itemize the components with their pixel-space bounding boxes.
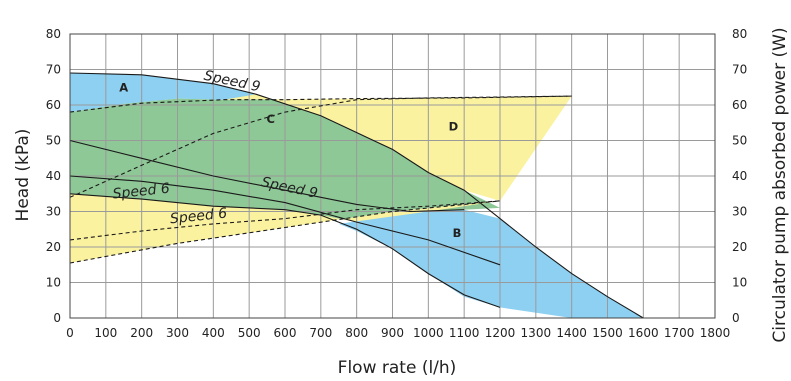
y2-tick-label: 10 [732,276,747,290]
y-tick-label: 0 [53,311,61,325]
x-tick-label: 1700 [664,326,695,340]
x-tick-label: 1800 [700,326,731,340]
x-tick-label: 100 [94,326,117,340]
x-tick-label: 1400 [556,326,587,340]
y2-tick-label: 80 [732,27,747,41]
region-label-c: C [266,112,274,126]
y-axis-title: Head (kPa) [13,129,33,222]
x-tick-label: 0 [66,326,74,340]
x-tick-label: 1000 [413,326,444,340]
region-label-d: D [449,119,459,133]
region-label-b: B [453,226,462,240]
y-tick-label: 40 [46,169,61,183]
y2-tick-label: 20 [732,240,747,254]
x-tick-label: 200 [130,326,153,340]
y-tick-label: 60 [46,98,61,112]
y2-axis-ticks: 0 10 20 30 40 50 60 70 80 [732,27,747,325]
x-tick-label: 1200 [485,326,516,340]
chart-grid [70,34,715,318]
y-tick-label: 70 [46,63,61,77]
y-tick-label: 30 [46,205,61,219]
y-tick-label: 50 [46,134,61,148]
y-tick-label: 20 [46,240,61,254]
y2-axis-title: Circulator pump absorbed power (W) [770,27,790,342]
x-tick-label: 300 [166,326,189,340]
x-tick-label: 800 [345,326,368,340]
x-tick-label: 900 [381,326,404,340]
y2-tick-label: 0 [732,311,740,325]
region-label-a: A [119,80,128,94]
x-tick-label: 1600 [628,326,659,340]
x-tick-label: 1100 [449,326,480,340]
y-tick-label: 80 [46,27,61,41]
x-axis-ticks: 0 100 200 300 400 500 600 700 800 900 1000 1100 1200… [66,326,730,340]
x-tick-label: 500 [238,326,261,340]
x-tick-label: 400 [202,326,225,340]
y2-tick-label: 70 [732,63,747,77]
x-tick-label: 1300 [521,326,552,340]
y2-tick-label: 50 [732,134,747,148]
y2-tick-label: 30 [732,205,747,219]
y2-tick-label: 40 [732,169,747,183]
x-tick-label: 1500 [592,326,623,340]
x-tick-label: 600 [274,326,297,340]
region-b [339,210,644,318]
y2-tick-label: 60 [732,98,747,112]
x-tick-label: 700 [309,326,332,340]
y-tick-label: 10 [46,276,61,290]
x-axis-title: Flow rate (l/h) [338,358,457,378]
y-axis-ticks: 0 10 20 30 40 50 60 70 80 [46,27,61,325]
